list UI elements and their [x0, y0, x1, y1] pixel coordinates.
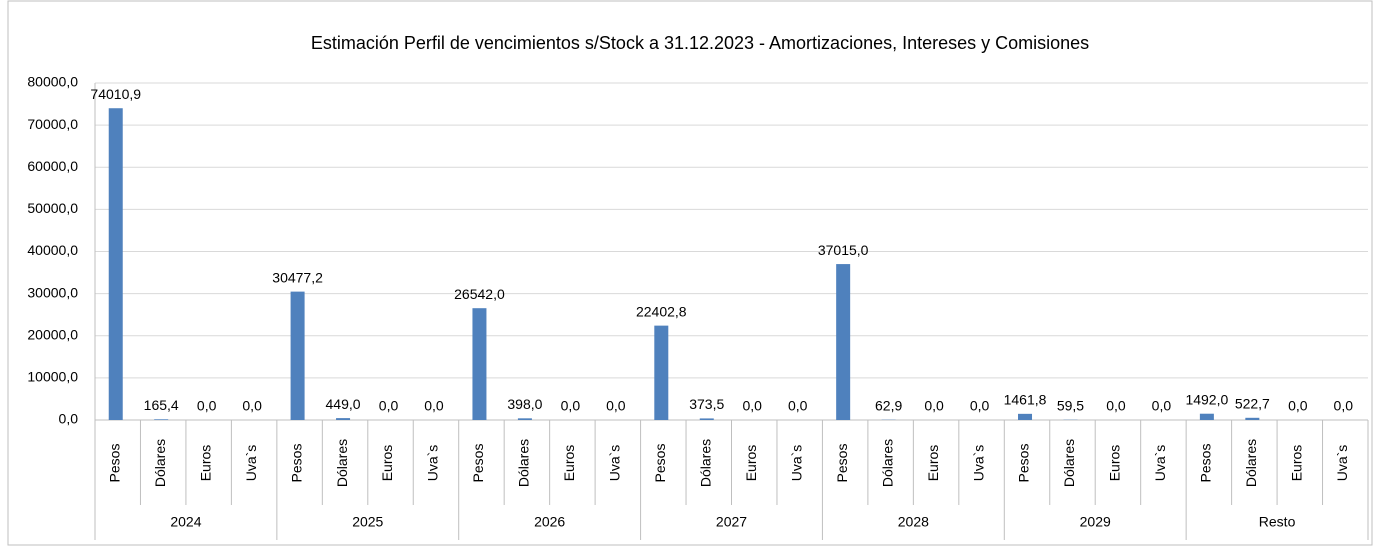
data-label: 1461,8 — [1004, 392, 1047, 408]
data-label: 26542,0 — [454, 286, 505, 302]
group-label: 2024 — [170, 514, 201, 530]
data-label: 22402,8 — [636, 303, 687, 319]
data-label: 0,0 — [424, 398, 444, 414]
x-tick-label: Euros — [197, 445, 213, 482]
data-label: 0,0 — [606, 398, 626, 414]
bar — [290, 291, 305, 420]
x-tick-label: Euros — [1107, 445, 1123, 482]
data-label: 398,0 — [507, 396, 542, 412]
x-tick-label: Euros — [379, 445, 395, 482]
y-tick-label: 30000,0 — [27, 284, 78, 300]
chart-title: Estimación Perfil de vencimientos s/Stoc… — [311, 33, 1089, 53]
data-label: 0,0 — [742, 398, 762, 414]
x-tick-label: Dólares — [697, 439, 713, 487]
x-tick-label: Pesos — [106, 444, 122, 483]
y-tick-label: 20000,0 — [27, 326, 78, 342]
data-label: 0,0 — [924, 398, 944, 414]
x-tick-label: Euros — [925, 445, 941, 482]
bar — [336, 418, 351, 420]
bar — [472, 308, 487, 420]
data-label: 74010,9 — [90, 86, 141, 102]
x-tick-label: Uva`s — [788, 445, 804, 482]
x-tick-label: Uva`s — [607, 445, 623, 482]
data-label: 449,0 — [326, 396, 361, 412]
data-label: 37015,0 — [818, 242, 869, 258]
x-tick-label: Uva`s — [243, 445, 259, 482]
x-tick-label: Dólares — [516, 439, 532, 487]
data-label: 522,7 — [1235, 396, 1270, 412]
data-label: 0,0 — [379, 398, 399, 414]
x-tick-label: Pesos — [652, 444, 668, 483]
data-label: 0,0 — [970, 398, 990, 414]
data-label: 0,0 — [1106, 398, 1126, 414]
x-tick-label: Pesos — [1016, 444, 1032, 483]
bar — [1245, 417, 1260, 420]
x-tick-label: Dólares — [1243, 439, 1259, 487]
data-label: 0,0 — [788, 398, 808, 414]
bar — [699, 418, 714, 420]
y-tick-label: 50000,0 — [27, 200, 78, 216]
data-label: 30477,2 — [272, 269, 323, 285]
data-label: 0,0 — [1152, 398, 1172, 414]
data-label: 62,9 — [875, 397, 902, 413]
bar — [836, 264, 851, 420]
y-tick-label: 0,0 — [59, 411, 79, 427]
x-tick-label: Dólares — [334, 439, 350, 487]
bar — [1199, 413, 1214, 420]
y-tick-label: 10000,0 — [27, 369, 78, 385]
data-label: 59,5 — [1057, 397, 1084, 413]
y-tick-label: 40000,0 — [27, 242, 78, 258]
bar — [154, 419, 169, 420]
y-tick-label: 70000,0 — [27, 116, 78, 132]
group-label: 2028 — [898, 514, 929, 530]
x-tick-label: Dólares — [1061, 439, 1077, 487]
group-label: Resto — [1259, 514, 1296, 530]
x-tick-label: Pesos — [288, 444, 304, 483]
y-tick-label: 80000,0 — [27, 74, 78, 90]
y-tick-label: 60000,0 — [27, 158, 78, 174]
x-tick-label: Pesos — [470, 444, 486, 483]
data-label: 0,0 — [1288, 398, 1308, 414]
x-tick-label: Dólares — [152, 439, 168, 487]
group-label: 2027 — [716, 514, 747, 530]
group-label: 2029 — [1080, 514, 1111, 530]
x-tick-label: Dólares — [879, 439, 895, 487]
x-tick-label: Euros — [743, 445, 759, 482]
bar — [654, 325, 669, 420]
bar — [1018, 413, 1033, 420]
group-label: 2025 — [352, 514, 383, 530]
x-tick-label: Uva`s — [425, 445, 441, 482]
x-tick-label: Uva`s — [1334, 445, 1350, 482]
data-label: 0,0 — [242, 398, 262, 414]
data-label: 0,0 — [1334, 398, 1354, 414]
x-tick-label: Pesos — [834, 444, 850, 483]
group-label: 2026 — [534, 514, 565, 530]
x-tick-label: Euros — [561, 445, 577, 482]
x-tick-label: Pesos — [1198, 444, 1214, 483]
data-label: 165,4 — [144, 397, 179, 413]
data-label: 0,0 — [561, 398, 581, 414]
bar — [517, 418, 532, 420]
x-tick-label: Uva`s — [970, 445, 986, 482]
data-label: 0,0 — [197, 398, 217, 414]
bar — [108, 108, 123, 421]
x-tick-label: Uva`s — [1152, 445, 1168, 482]
data-label: 373,5 — [689, 396, 724, 412]
data-label: 1492,0 — [1185, 391, 1228, 407]
x-tick-label: Euros — [1289, 445, 1305, 482]
chart-frame — [7, 0, 1373, 546]
